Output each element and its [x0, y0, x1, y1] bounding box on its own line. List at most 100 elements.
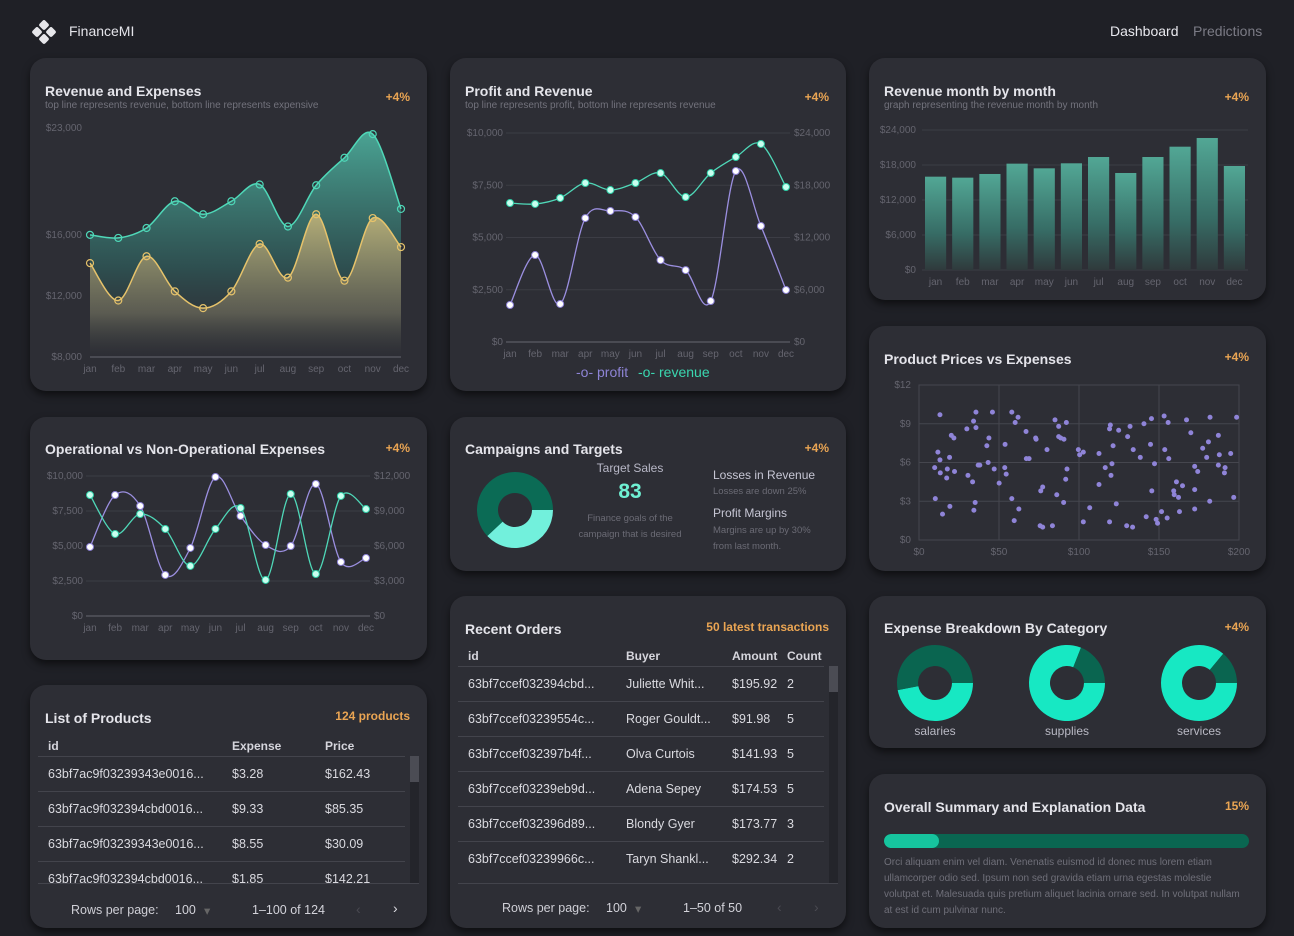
legend-label: profit — [597, 364, 629, 380]
table-row[interactable]: 63bf7ccef032396d89... Blondy Gyer $173.77 3 — [458, 806, 824, 841]
card-title: Overall Summary and Explanation Data — [884, 799, 1146, 815]
card-subtitle: top line represents revenue, bottom line… — [45, 100, 319, 111]
scrollbar-thumb[interactable] — [829, 666, 838, 692]
change-badge: +4% — [1224, 350, 1249, 364]
donut-label-salaries: salaries — [914, 724, 956, 738]
card-subtitle: graph representing the revenue month by … — [884, 100, 1099, 111]
table-cell: Olva Curtois — [626, 747, 695, 761]
progress-fill — [884, 834, 939, 848]
card-title: Product Prices vs Expenses — [884, 351, 1072, 367]
table-cell: $141.93 — [732, 747, 778, 761]
card-title: List of Products — [45, 710, 152, 726]
operational-expenses-card: Operational vs Non-Operational Expenses … — [30, 417, 427, 660]
table-cell: 63bf7ccef032396d89... — [468, 817, 596, 831]
table-row[interactable]: 63bf7ccef03239966c... Taryn Shankl... $292… — [458, 841, 824, 876]
table-row[interactable]: 63bf7ac9f03239343e0016... $8.55 $30.09 — [38, 826, 405, 861]
summary-percent-badge: 15% — [1224, 799, 1249, 813]
card-title: Campaigns and Targets — [465, 441, 623, 457]
rows-per-page-select[interactable]: 100 — [606, 901, 627, 915]
table-cell: $174.53 — [732, 782, 778, 796]
table-row[interactable]: 63bf7ccef03239554c... Roger Gouldt... $91.… — [458, 701, 824, 736]
nav-dashboard[interactable]: Dashboard — [1110, 23, 1179, 39]
card-title: Revenue month by month — [884, 83, 1056, 99]
table-row[interactable]: 63bf7ccef032397b4f... Olva Curtois $141.93… — [458, 736, 824, 771]
column-header-price[interactable]: Price — [325, 739, 355, 753]
change-badge: +4% — [804, 90, 829, 104]
chevron-down-icon[interactable]: ▾ — [635, 902, 642, 916]
table-row[interactable]: 63bf7ccef03239eb9d... Adena Sepey $174.53 5 — [458, 771, 824, 806]
losses-title: Losses in Revenue — [713, 468, 816, 482]
legend-profit[interactable]: -o- profit — [576, 364, 628, 380]
prev-page-icon[interactable]: ‹ — [777, 899, 782, 915]
card-subtitle: top line represents profit, bottom line … — [465, 100, 716, 111]
campaigns-card: Campaigns and Targets +4% Target Sales 8… — [450, 417, 846, 571]
target-sales-label: Target Sales — [596, 461, 664, 475]
table-cell: Blondy Gyer — [626, 817, 695, 831]
card-title: Revenue and Expenses — [45, 83, 202, 99]
brand-name: FinanceMI — [69, 23, 135, 39]
orders-table: id Buyer Amount Count 63bf7ccef032394cbd… — [458, 646, 838, 883]
card-title: Operational vs Non-Operational Expenses — [45, 441, 326, 457]
table-scrollbar[interactable] — [410, 756, 419, 883]
column-header-id[interactable]: id — [48, 739, 59, 753]
profit-revenue-card: Profit and Revenue top line represents p… — [450, 58, 846, 391]
table-row[interactable]: 63bf7ac9f032394cbd0016... $1.85 $142.21 — [38, 861, 405, 883]
margins-title: Profit Margins — [713, 506, 788, 520]
rows-per-page-select[interactable]: 100 — [175, 903, 196, 917]
next-page-icon[interactable]: › — [393, 900, 398, 916]
target-sales-description: Finance goals of the campaign that is de… — [578, 513, 682, 540]
table-row[interactable]: 63bf7ac9f03239343e0016... $3.28 $162.43 — [38, 756, 405, 791]
table-cell: $91.98 — [732, 712, 771, 726]
table-cell: 63bf7ccef032397b4f... — [468, 747, 592, 761]
column-header-expense[interactable]: Expense — [232, 739, 282, 753]
table-cell: $195.92 — [732, 677, 778, 691]
legend-marker-icon: -o- — [638, 364, 656, 380]
next-page-icon[interactable]: › — [814, 899, 819, 915]
table-cell: $162.43 — [325, 767, 371, 781]
legend-label: revenue — [659, 364, 710, 380]
nav-predictions[interactable]: Predictions — [1193, 23, 1263, 39]
pagination-range: 1–100 of 124 — [252, 903, 325, 917]
table-row[interactable]: 63bf7ac9f032394cbd0016... $9.33 $85.35 — [38, 791, 405, 826]
scrollbar-thumb[interactable] — [410, 756, 419, 782]
card-title: Expense Breakdown By Category — [884, 620, 1108, 636]
column-header-amount[interactable]: Amount — [732, 649, 778, 663]
table-cell: $1.85 — [232, 872, 264, 883]
table-cell: 63bf7ccef032394cbd... — [468, 677, 595, 691]
rows-per-page-label: Rows per page: — [502, 901, 590, 915]
products-card: List of Products 124 products id Expense… — [30, 685, 427, 928]
prev-page-icon[interactable]: ‹ — [356, 901, 361, 917]
table-cell: $8.55 — [232, 837, 264, 851]
expense-breakdown-card: Expense Breakdown By Category +4% salari… — [869, 596, 1266, 748]
column-header-buyer[interactable]: Buyer — [626, 649, 661, 663]
products-table: id Expense Price 63bf7ac9f03239343e0016.… — [38, 735, 419, 883]
card-title: Profit and Revenue — [465, 83, 593, 99]
table-cell: 63bf7ac9f032394cbd0016... — [48, 872, 203, 883]
table-scrollbar[interactable] — [829, 666, 838, 883]
diamond-logo-icon — [32, 20, 56, 44]
change-badge: +4% — [804, 441, 829, 455]
table-row[interactable]: 63bf7ccef032394cbd... Juliette Whit... $19… — [458, 666, 824, 701]
chevron-down-icon[interactable]: ▾ — [204, 904, 211, 918]
change-badge: +4% — [385, 441, 410, 455]
change-badge: +4% — [1224, 620, 1249, 634]
losses-description: Losses are down 25% — [713, 486, 807, 497]
change-badge: +4% — [1224, 90, 1249, 104]
table-cell: $173.77 — [732, 817, 778, 831]
pagination-range: 1–50 of 50 — [683, 901, 743, 915]
revenue-monthly-card: Revenue month by month graph representin… — [869, 58, 1266, 300]
column-header-id[interactable]: id — [468, 649, 479, 663]
donut-label-supplies: supplies — [1044, 724, 1090, 738]
table-cell: 5 — [787, 712, 794, 726]
table-cell: 63bf7ccef03239554c... — [468, 712, 595, 726]
table-cell: 2 — [787, 677, 794, 691]
target-sales-value: 83 — [618, 480, 642, 503]
table-cell: 63bf7ccef03239966c... — [468, 852, 595, 866]
column-header-count[interactable]: Count — [787, 649, 822, 663]
table-cell: $3.28 — [232, 767, 264, 781]
orders-card: Recent Orders 50 latest transactions id … — [450, 596, 846, 928]
table-cell: Taryn Shankl... — [626, 852, 709, 866]
table-cell: 63bf7ac9f032394cbd0016... — [48, 802, 203, 816]
legend-revenue[interactable]: -o- revenue — [638, 364, 710, 380]
table-cell: Adena Sepey — [626, 782, 702, 796]
